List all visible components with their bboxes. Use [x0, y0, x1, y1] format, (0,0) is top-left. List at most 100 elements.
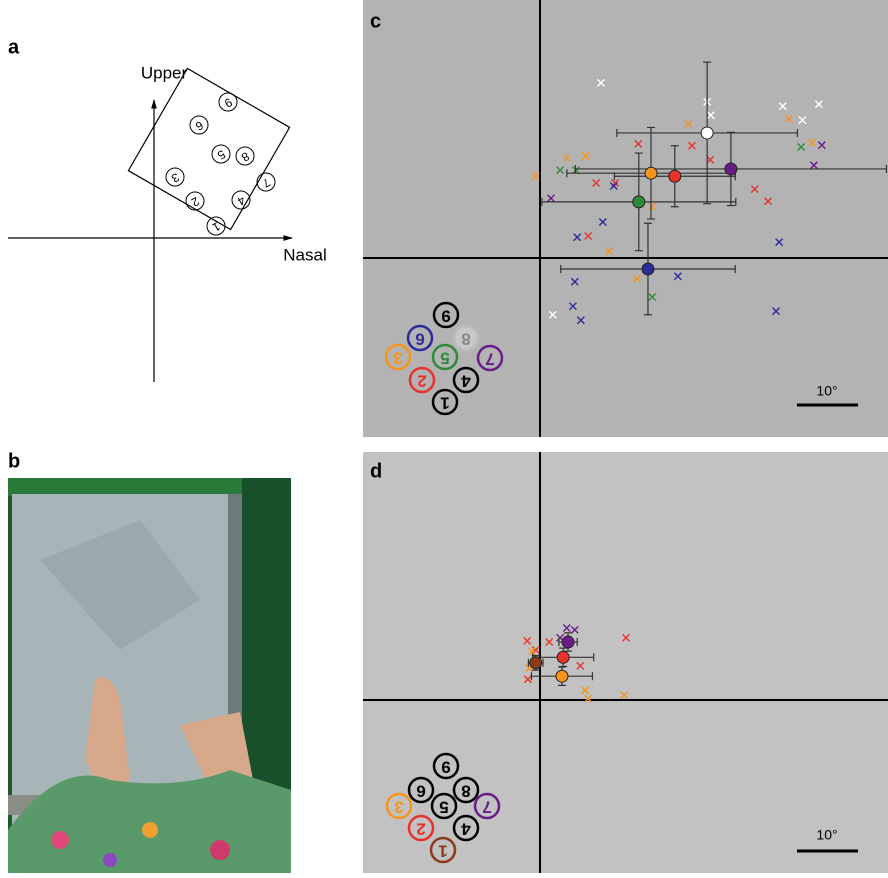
- cross-point: [778, 102, 787, 111]
- cross-point: [648, 293, 657, 302]
- cross-point: [648, 202, 657, 211]
- keypad: 9 87 65 4 321: [165, 92, 276, 236]
- key-digit: 3: [169, 170, 182, 186]
- cross-point: [562, 624, 571, 633]
- cross-point: [556, 166, 565, 175]
- key-ring: [452, 814, 480, 842]
- key-ring: [452, 324, 480, 352]
- keypad: 96 8 3 5 7 2 41: [385, 752, 501, 864]
- cross-point: [570, 277, 579, 286]
- panel-label: a: [8, 36, 20, 58]
- key-digit: 9: [441, 307, 450, 326]
- cross-point: [576, 316, 585, 325]
- cross-point: [620, 691, 629, 700]
- panel-label: c: [370, 10, 381, 32]
- cross-point: [684, 119, 693, 128]
- cross-point: [634, 139, 643, 148]
- cross-point: [706, 111, 715, 120]
- cross-point: [687, 141, 696, 150]
- mean-point: [724, 162, 738, 176]
- key-digit: 6: [193, 118, 206, 134]
- key-digit: 9: [222, 95, 235, 111]
- cross-point: [673, 272, 682, 281]
- key-ring: [473, 792, 501, 820]
- scale-label: 10°: [816, 827, 837, 843]
- cross-point: [622, 633, 631, 642]
- key-ring: [432, 752, 460, 780]
- key-ring: [452, 776, 480, 804]
- key-digit: 4: [461, 372, 471, 391]
- mean-point: [641, 262, 655, 276]
- key-ring: [235, 146, 255, 166]
- cross-point: [528, 647, 537, 656]
- screen: [127, 67, 291, 231]
- cross-point: [772, 307, 781, 316]
- cross-point: [546, 194, 555, 203]
- plot-area: [363, 0, 888, 437]
- cross-point: [570, 625, 579, 634]
- key-digit: 4: [235, 193, 248, 209]
- mean-point: [556, 650, 570, 664]
- key-ring: [211, 144, 231, 164]
- cross-point: [581, 686, 590, 695]
- cross-point: [797, 142, 806, 151]
- key-ring: [430, 792, 458, 820]
- cross-point: [817, 141, 826, 150]
- cross-point: [568, 302, 577, 311]
- cross-point: [764, 197, 773, 206]
- mean-point: [529, 656, 543, 670]
- mean-point: [561, 635, 575, 649]
- cross-point: [545, 638, 554, 647]
- key-ring: [431, 343, 459, 371]
- key-ring: [165, 167, 185, 187]
- key-ring: [452, 366, 480, 394]
- key-digit: 7: [260, 175, 273, 191]
- key-digit: 7: [482, 798, 491, 817]
- key-digit: 1: [438, 842, 447, 861]
- key-digit: 3: [393, 349, 402, 368]
- key-digit: 8: [239, 149, 252, 165]
- key-ring: [218, 92, 238, 112]
- mean-point: [632, 195, 646, 209]
- panel-label: b: [8, 450, 20, 472]
- cross-point: [604, 247, 613, 256]
- key-ring: [406, 324, 434, 352]
- key-digit: 5: [439, 798, 448, 817]
- cross-point: [706, 155, 715, 164]
- cross-point: [750, 185, 759, 194]
- cross-point: [784, 114, 793, 123]
- mean-point: [555, 669, 569, 683]
- cross-point: [584, 694, 593, 703]
- key-digit: 2: [416, 820, 425, 839]
- key-ring: [185, 191, 205, 211]
- cross-point: [581, 152, 590, 161]
- key-digit: 6: [415, 330, 424, 349]
- cross-point: [573, 233, 582, 242]
- cross-point: [809, 161, 818, 170]
- key-ring: [385, 792, 413, 820]
- cross-point: [548, 310, 557, 319]
- key-digit: 2: [189, 194, 202, 210]
- cross-point: [598, 218, 607, 227]
- axis-label: Upper: [141, 63, 188, 82]
- plot-area: [363, 452, 888, 873]
- cross-point: [571, 166, 580, 175]
- cross-point: [576, 661, 585, 670]
- cross-point: [584, 232, 593, 241]
- key-ring: [206, 216, 226, 236]
- key-ring: [429, 836, 457, 864]
- key-digit: 5: [440, 349, 449, 368]
- key-digit: 5: [215, 147, 228, 163]
- cross-point: [597, 78, 605, 87]
- key-digit: 9: [441, 758, 450, 777]
- key-digit: 2: [417, 372, 426, 391]
- key-ring: [384, 343, 412, 371]
- mean-point: [644, 166, 658, 180]
- key-ring: [432, 301, 460, 329]
- key-digit: 4: [461, 820, 471, 839]
- cross-point: [775, 238, 784, 247]
- cross-point: [632, 274, 641, 283]
- axis-label: Nasal: [283, 245, 326, 264]
- key-ring: [189, 115, 209, 135]
